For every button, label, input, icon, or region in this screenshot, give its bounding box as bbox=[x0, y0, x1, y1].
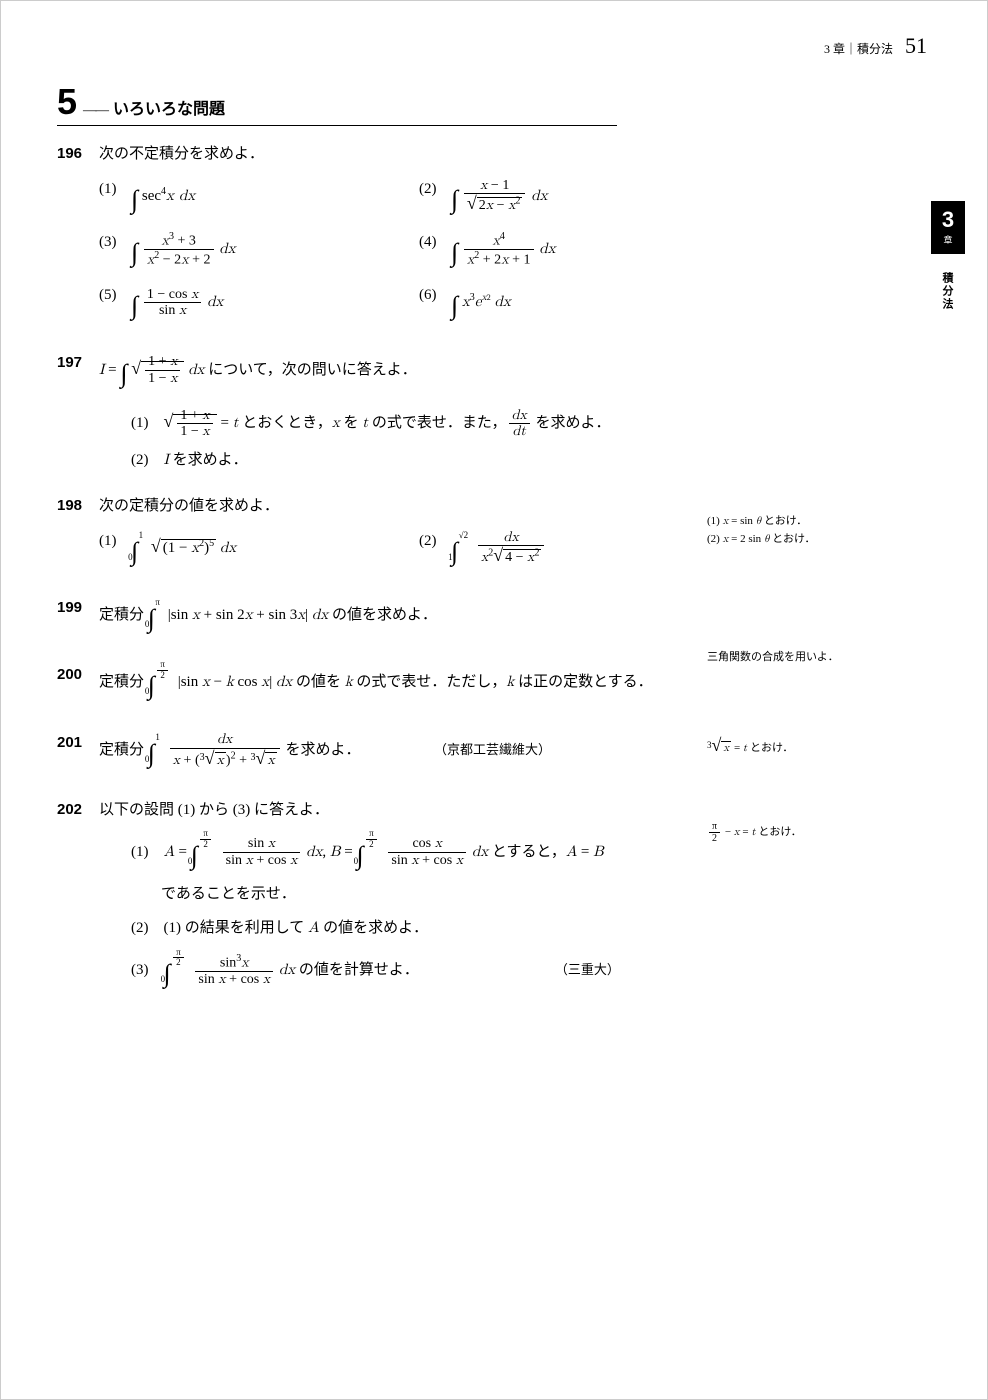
problem-line: (2) I を求めよ． bbox=[131, 446, 877, 475]
problem-number: 197 bbox=[57, 349, 99, 474]
problem-number: 202 bbox=[57, 796, 99, 998]
sub-number: (2) bbox=[419, 175, 451, 224]
section-dash: —— bbox=[83, 103, 107, 119]
sub-item: (4)∫ x4x2 + 2x + 1 dx bbox=[419, 228, 719, 277]
side-tab-vert: 積分法 bbox=[939, 272, 955, 311]
section-number: 5 bbox=[57, 81, 77, 123]
section-heading: 5 —— いろいろな問題 bbox=[57, 81, 617, 126]
side-tab-num: 3 bbox=[933, 207, 963, 233]
sub-expression: ∫ 1 − cos xsin x dx bbox=[131, 281, 223, 330]
sub-item: (2)∫ x − 1√2x − x2 dx bbox=[419, 175, 719, 224]
sub-item: (2)∫1√2 dxx2√4 − x2 bbox=[419, 527, 719, 576]
problem-stem: 定積分 ∫0π2 |sin x − k cos x| dx の値を k の式で表… bbox=[99, 661, 877, 710]
sub-item: (5)∫ 1 − cos xsin x dx bbox=[99, 281, 399, 330]
sub-grid: (1)∫ sec4x dx(2)∫ x − 1√2x − x2 dx(3)∫ x… bbox=[99, 175, 877, 331]
hint: 三角関数の合成を用いよ． bbox=[707, 649, 877, 667]
sub-number: (5) bbox=[99, 281, 131, 330]
problem-number: 201 bbox=[57, 729, 99, 778]
sub-number: (1) bbox=[99, 175, 131, 224]
sub-item: (1)∫ sec4x dx bbox=[99, 175, 399, 224]
sub-item: (1)∫01 √(1 − x2)5 dx bbox=[99, 527, 399, 576]
sub-expression: ∫1√2 dxx2√4 − x2 bbox=[451, 527, 546, 576]
sub-expression: ∫01 √(1 − x2)5 dx bbox=[131, 527, 236, 576]
chapter-label: 3 章｜積分法 bbox=[824, 40, 893, 57]
sub-number: (1) bbox=[99, 527, 131, 576]
sub-expression: ∫ x3ex2 dx bbox=[451, 281, 511, 330]
problem: 196次の不定積分を求めよ． (1)∫ sec4x dx (2)∫ x − 1√2x… bbox=[57, 140, 877, 331]
problem-body: 定積分 ∫0π2 |sin x − k cos x| dx の値を k の式で表… bbox=[99, 661, 877, 710]
hint: 3√x = t とおけ． bbox=[707, 731, 877, 760]
sub-expression: ∫ sec4x dx bbox=[131, 175, 195, 224]
problem-number: 199 bbox=[57, 594, 99, 643]
side-tab-sub: 章 bbox=[933, 233, 963, 246]
problem: 199定積分 ∫0π |sin x + sin 2x + sin 3x| dx … bbox=[57, 594, 877, 643]
sub-expression: ∫ x4x2 + 2x + 1 dx bbox=[451, 228, 556, 277]
hint: (1) x = sin θ とおけ．(2) x = 2 sin θ とおけ． bbox=[707, 513, 877, 548]
problem-stem: I = ∫ √1 + x1 − x dx について，次の問いに答えよ． bbox=[99, 349, 877, 398]
sub-item: (6)∫ x3ex2 dx bbox=[419, 281, 719, 330]
sub-item: (3)∫ x3 + 3x2 − 2x + 2 dx bbox=[99, 228, 399, 277]
sub-number: (6) bbox=[419, 281, 451, 330]
problem-line: (2) (1) の結果を利用して A の値を求めよ． bbox=[131, 914, 877, 943]
hint: π2 − x = t とおけ． bbox=[707, 821, 877, 844]
problem: 200定積分 ∫0π2 |sin x − k cos x| dx の値を k の… bbox=[57, 661, 877, 710]
problem-line: (3) ∫0π2 sin3xsin x + cos x dx の値を計算せよ． … bbox=[131, 949, 877, 998]
page-number: 51 bbox=[905, 33, 927, 59]
problem-number: 200 bbox=[57, 661, 99, 710]
side-tab: 3 章 積分法 bbox=[931, 201, 965, 311]
sub-expression: ∫ x3 + 3x2 − 2x + 2 dx bbox=[131, 228, 236, 277]
page-header: 3 章｜積分法 51 bbox=[824, 33, 927, 59]
attribution: （京都工芸繊維大） bbox=[441, 742, 552, 757]
problem-line: (1) √1 + x1 − x = t とおくとき，x を t の式で表せ．また… bbox=[131, 404, 877, 439]
sub-expression: ∫ x − 1√2x − x2 dx bbox=[451, 175, 548, 224]
sub-number: (3) bbox=[99, 228, 131, 277]
problem-body: I = ∫ √1 + x1 − x dx について，次の問いに答えよ． (1) √… bbox=[99, 349, 877, 474]
problem-number: 196 bbox=[57, 140, 99, 331]
sub-number: (4) bbox=[419, 228, 451, 277]
section-title: いろいろな問題 bbox=[113, 95, 225, 119]
sub-number: (2) bbox=[419, 527, 451, 576]
side-tab-box: 3 章 bbox=[931, 201, 965, 254]
problem: 197I = ∫ √1 + x1 − x dx について，次の問いに答えよ． (1… bbox=[57, 349, 877, 474]
problem-number: 198 bbox=[57, 492, 99, 576]
problem-stem: 次の不定積分を求めよ． bbox=[99, 140, 877, 169]
problem-body: 次の不定積分を求めよ． (1)∫ sec4x dx (2)∫ x − 1√2x − … bbox=[99, 140, 877, 331]
problem-body: 定積分 ∫0π |sin x + sin 2x + sin 3x| dx の値を… bbox=[99, 594, 877, 643]
page-content: 5 —— いろいろな問題 196次の不定積分を求めよ．(1)∫ sec4x dx… bbox=[57, 81, 877, 1016]
problem-stem: 定積分 ∫0π |sin x + sin 2x + sin 3x| dx の値を… bbox=[99, 594, 877, 643]
